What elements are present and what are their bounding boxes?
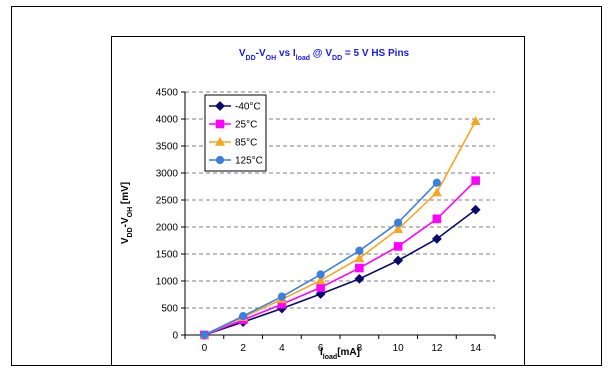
- legend-item: 85°C: [209, 136, 257, 149]
- x-axis-title: Iload[mA]: [320, 347, 360, 361]
- x-tick-label: 4: [279, 343, 285, 354]
- chart-title: VDD-VOH vs Iload @ VDD = 5 V HS Pins: [239, 48, 410, 62]
- x-tick-label: 8: [357, 343, 363, 354]
- legend-marker: [215, 119, 225, 129]
- series-line: [204, 120, 477, 336]
- x-tick-label: 0: [202, 343, 208, 354]
- series-125c: [200, 178, 441, 340]
- y-tick-label: 1500: [156, 250, 179, 261]
- data-point: [239, 312, 248, 321]
- data-point: [431, 187, 442, 197]
- series-group: [199, 116, 481, 340]
- legend-box: [204, 94, 267, 172]
- legend-marker: [215, 101, 225, 111]
- series-line: [204, 209, 477, 336]
- data-point: [315, 275, 326, 285]
- line-chart: VDD-VOH vs Iload @ VDD = 5 V HS Pins 0 50…: [120, 48, 496, 361]
- data-point: [354, 273, 365, 284]
- data-point: [393, 242, 403, 251]
- data-point: [394, 218, 403, 227]
- y-tick-label: 500: [161, 304, 178, 315]
- legend-item: 25°C: [209, 120, 257, 131]
- figure-frame: VDD-VOH vs Iload @ VDD = 5 V HS Pins 0 50…: [11, 6, 602, 366]
- x-tick-label: 2: [240, 343, 246, 354]
- data-point: [393, 255, 404, 266]
- legend-label: 85°C: [235, 138, 257, 149]
- data-point: [355, 246, 364, 255]
- data-point: [354, 253, 365, 263]
- y-tick-label: 1000: [156, 277, 179, 288]
- data-point: [277, 292, 286, 301]
- x-axis-ticks: 0 2 4 6 8 10 12 14: [184, 335, 496, 354]
- y-axis-title: VDD-VOH [mV]: [120, 182, 134, 244]
- y-axis-ticks: 0 500 1000 1500 2000 2500 3000 3500 4000 4500: [156, 88, 185, 342]
- legend-item: 125°C: [209, 156, 263, 167]
- y-tick-label: 2000: [156, 223, 179, 234]
- data-point: [432, 214, 442, 224]
- x-tick-label: 10: [393, 343, 405, 354]
- legend-label: -40°C: [235, 102, 261, 113]
- legend-item: -40°C: [209, 101, 261, 113]
- x-tick-label: 12: [431, 343, 443, 354]
- x-tick-label: 14: [470, 343, 482, 354]
- data-point: [316, 270, 325, 279]
- data-point: [470, 204, 481, 215]
- data-point: [200, 330, 209, 340]
- data-point: [471, 176, 480, 185]
- y-tick-label: 3500: [156, 142, 179, 153]
- y-tick-label: 4500: [156, 88, 179, 99]
- x-tick-label: 6: [318, 343, 324, 354]
- data-point: [355, 263, 364, 273]
- legend-label: 25°C: [235, 120, 257, 131]
- legend-marker: [214, 136, 226, 146]
- data-point: [431, 233, 442, 244]
- series-line: [204, 179, 477, 336]
- y-tick-label: 4000: [156, 115, 179, 126]
- chart-area: VDD-VOH vs Iload @ VDD = 5 V HS Pins 0 50…: [111, 36, 525, 366]
- legend: -40°C 25°C 85°C 125°C: [204, 94, 267, 172]
- data-point: [432, 178, 441, 187]
- grid-lines: [185, 91, 495, 309]
- legend-label: 125°C: [235, 156, 263, 167]
- data-point: [470, 116, 481, 125]
- data-point: [316, 283, 325, 292]
- y-tick-label: 0: [172, 331, 178, 342]
- y-tick-label: 2500: [156, 196, 179, 207]
- y-tick-label: 3000: [156, 169, 179, 180]
- data-point: [393, 224, 404, 233]
- legend-marker: [215, 155, 225, 165]
